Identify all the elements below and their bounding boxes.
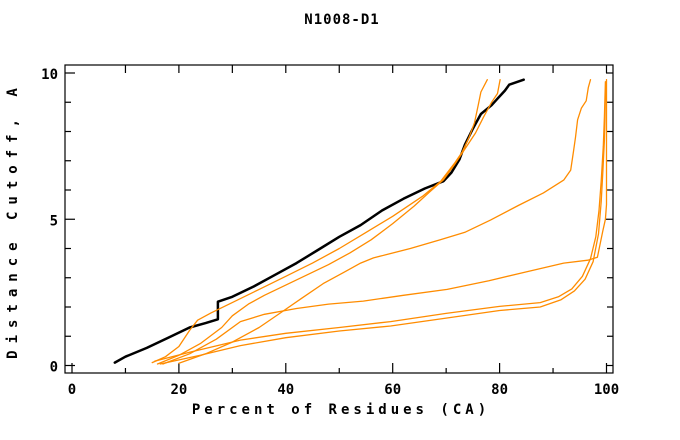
curve-lines <box>113 78 608 365</box>
orange-curve-6 <box>159 81 607 365</box>
y-tick-label: 5 <box>50 213 58 229</box>
tick-labels: 0 20 40 60 80 100 0 5 10 <box>41 67 619 398</box>
axes-frame-and-ticks <box>64 64 614 374</box>
x-tick-label: 40 <box>277 382 294 398</box>
orange-curve-1 <box>151 79 488 364</box>
x-tick-label: 80 <box>491 382 508 398</box>
x-axis-label: Percent of Residues (CA) <box>192 402 490 418</box>
y-axis-label: Distance Cutoff, A <box>5 81 21 359</box>
y-tick-label: 10 <box>41 67 58 83</box>
x-tick-label: 100 <box>594 382 619 398</box>
x-tick-label: 20 <box>170 382 187 398</box>
orange-curve-3 <box>178 79 592 364</box>
orange-curve-2 <box>156 79 501 365</box>
black-reference-curve <box>113 78 525 364</box>
chart-title: N1008-D1 <box>304 12 379 28</box>
y-tick-label: 0 <box>50 360 58 376</box>
plot-frame <box>64 64 614 374</box>
orange-curve-4 <box>162 79 608 365</box>
x-tick-label: 0 <box>68 382 76 398</box>
x-tick-label: 60 <box>384 382 401 398</box>
orange-curve-5 <box>154 81 607 362</box>
